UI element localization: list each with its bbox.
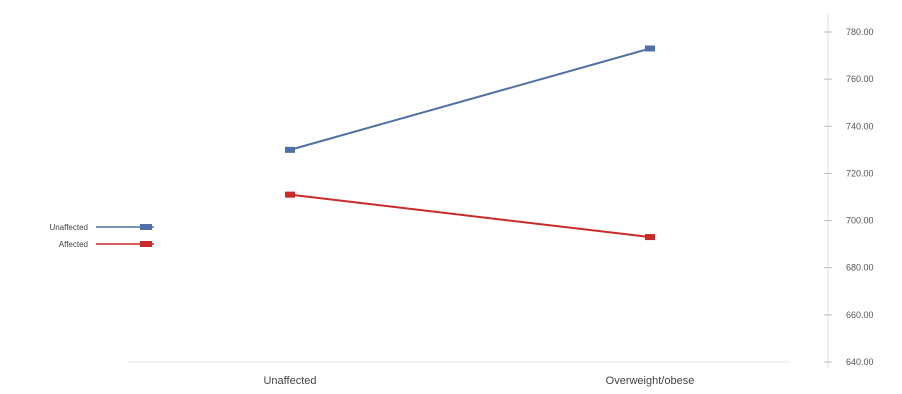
data-point (645, 45, 655, 52)
x-tick-label: Overweight/obese (606, 375, 695, 387)
data-point (645, 234, 655, 241)
y-tick-label: 660.00 (846, 310, 874, 320)
y-tick-label: 720.00 (846, 168, 874, 178)
y-tick-label: 700.00 (846, 216, 874, 226)
x-tick-label: Unaffected (263, 375, 316, 387)
y-tick-label: 780.00 (846, 27, 874, 37)
y-tick-label: 680.00 (846, 263, 874, 273)
legend-marker (140, 224, 152, 230)
y-tick-label: 760.00 (846, 74, 874, 84)
legend-label: Unaffected (49, 223, 88, 232)
data-point (285, 191, 295, 198)
y-tick-label: 640.00 (846, 357, 874, 367)
y-tick-label: 740.00 (846, 121, 874, 131)
plot-area: 640.00 660.00 680.00 700.00 720.00 740.00 760.… (49, 14, 874, 387)
legend-marker (140, 241, 152, 247)
series-line (289, 193, 651, 239)
series-line (289, 47, 651, 151)
data-point (285, 146, 295, 153)
legend-label: Affected (59, 240, 88, 249)
